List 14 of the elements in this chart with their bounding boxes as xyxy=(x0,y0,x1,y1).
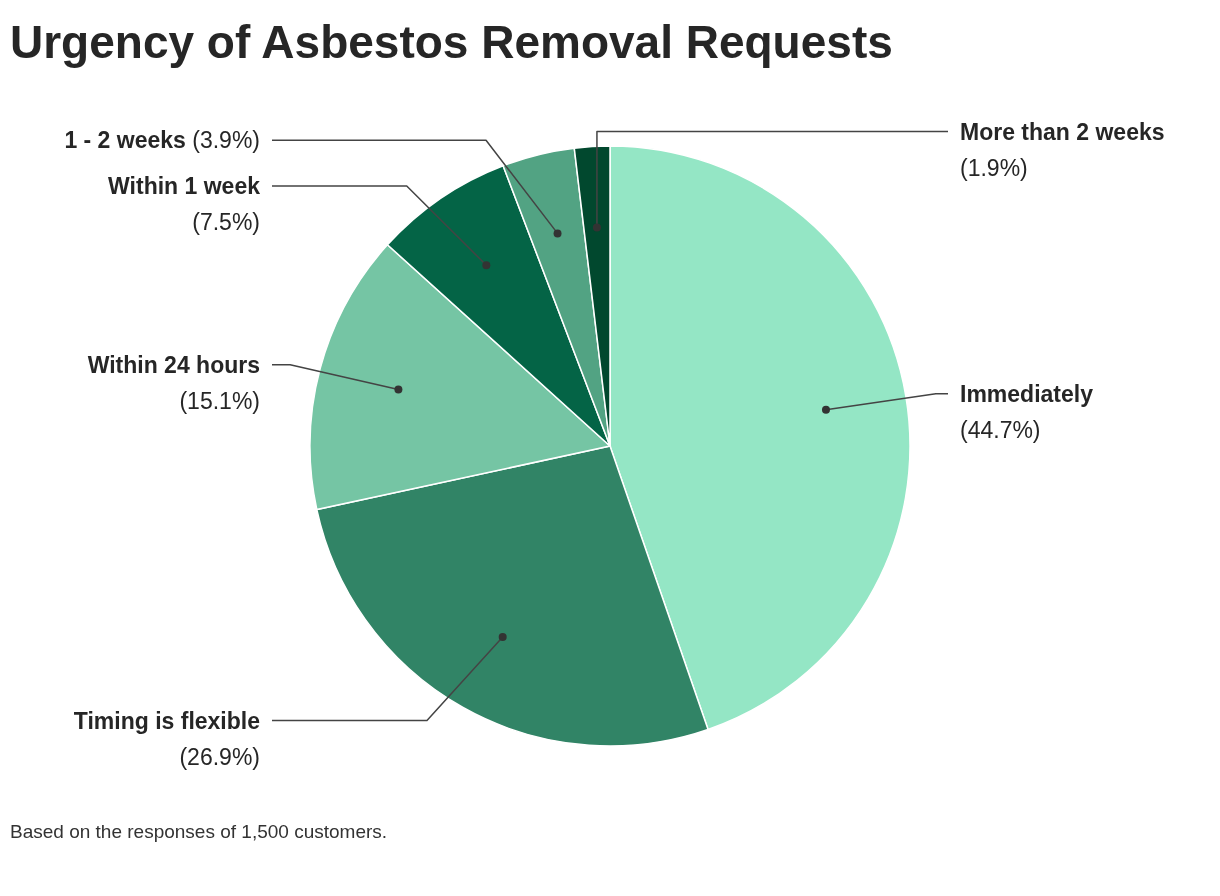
text: Based on the responses of 1,500 customers. xyxy=(10,820,388,844)
slice-label: Immediately xyxy=(960,380,1094,407)
data-label: (26.9%) xyxy=(179,743,260,770)
slice-label: 1 - 2 weeks xyxy=(64,127,186,154)
data-label: (1.9%) xyxy=(960,154,1028,181)
chart-title: Urgency of Asbestos Removal Requests xyxy=(10,15,893,70)
slice-label: Within 24 hours xyxy=(87,351,260,378)
data-label: (7.5%) xyxy=(192,209,260,236)
slice-label: Within 1 week xyxy=(108,173,261,200)
data-label: (44.7%) xyxy=(960,416,1041,443)
data-label: (3.9%) xyxy=(185,127,260,154)
slice-label: Timing is flexible xyxy=(73,707,260,734)
data-label: (15.1%) xyxy=(179,387,260,414)
slice-label: More than 2 weeks xyxy=(960,118,1165,145)
